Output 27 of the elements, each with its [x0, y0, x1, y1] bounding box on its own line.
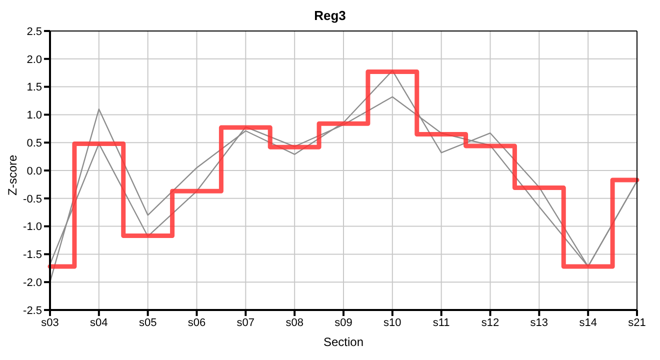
y-tick-label: -1.0 [23, 221, 42, 234]
y-tick-label: 2.0 [26, 54, 42, 66]
x-tick-label: s12 [481, 316, 500, 329]
y-tick-label: -0.5 [23, 193, 42, 206]
x-tick-label: s14 [579, 316, 597, 329]
x-tick-label: s13 [530, 316, 548, 329]
x-tick-label: s08 [286, 316, 304, 329]
y-tick-label: -2.0 [23, 277, 42, 290]
x-tick-label: s07 [236, 316, 255, 329]
x-axis-title: Section [323, 335, 364, 349]
y-tick-label: 2.5 [26, 26, 42, 38]
x-tick-label: s09 [334, 316, 352, 329]
y-tick-label: 0.5 [26, 138, 42, 150]
y-tick-label: -1.5 [23, 249, 42, 262]
y-tick-label: 1.0 [26, 110, 42, 122]
y-axis-title: Z-score [5, 154, 20, 196]
x-tick-label: s10 [384, 316, 402, 329]
x-tick-label: s03 [41, 316, 59, 329]
y-tick-label: 0.0 [26, 165, 42, 178]
x-tick-label: s05 [138, 316, 157, 329]
x-tick-label: s11 [432, 316, 450, 329]
x-tick-label: s04 [90, 316, 108, 329]
y-tick-label: 1.5 [26, 82, 42, 94]
chart-title: Reg3 [313, 8, 347, 25]
x-tick-label: s21 [628, 316, 646, 329]
x-tick-label: s06 [188, 316, 206, 329]
y-tick-label: -2.5 [23, 304, 42, 317]
